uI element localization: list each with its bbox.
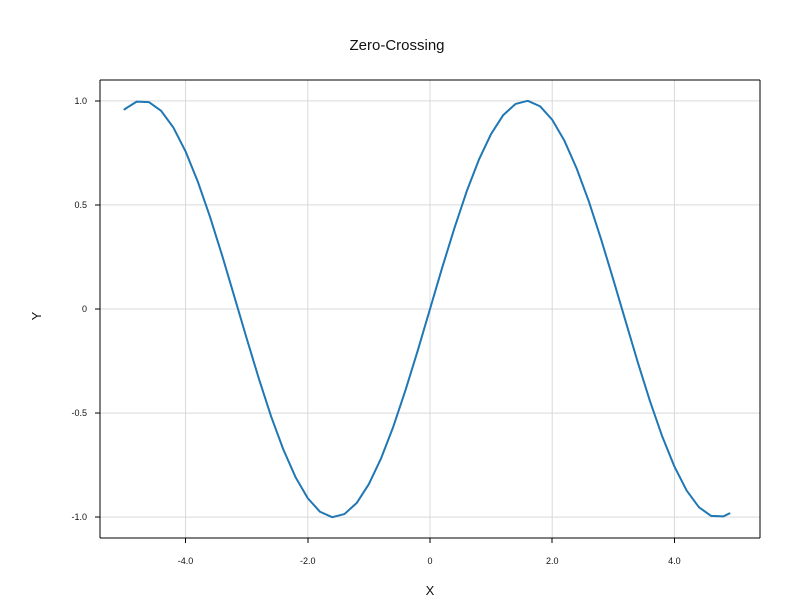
x-tick-label: -4.0 — [178, 556, 194, 566]
x-tick-label: 0 — [427, 556, 432, 566]
y-tick-label: 0 — [82, 304, 87, 314]
y-tick-label: 1.0 — [74, 96, 87, 106]
ticks: -4.0 -2.0 0 2.0 4.0 -1.0 -0.5 0 0.5 1.0 — [71, 96, 680, 566]
grid — [100, 80, 760, 538]
x-tick-label: -2.0 — [300, 556, 316, 566]
y-axis-label: Y — [29, 311, 44, 320]
x-tick-label: 4.0 — [668, 556, 681, 566]
series-layer — [123, 99, 731, 519]
y-tick-label: 0.5 — [74, 200, 87, 210]
y-tick-label: -1.0 — [71, 512, 87, 522]
x-axis-label: X — [426, 583, 435, 598]
x-tick-label: 2.0 — [546, 556, 559, 566]
y-tick-label: -0.5 — [71, 408, 87, 418]
series-line — [123, 99, 731, 519]
chart-title: Zero-Crossing — [349, 37, 444, 54]
